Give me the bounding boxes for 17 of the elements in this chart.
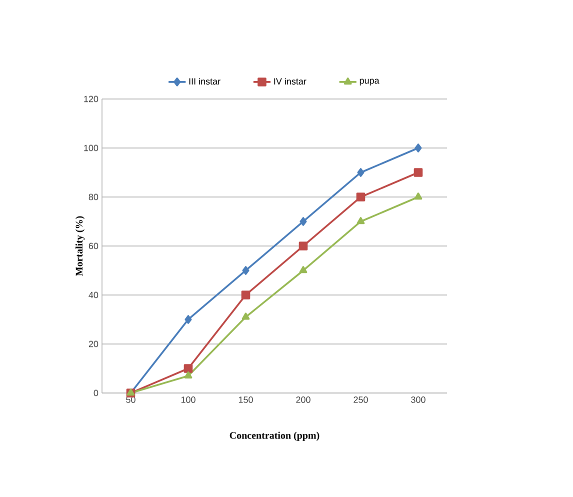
- y-tick-label: 40: [88, 292, 98, 298]
- y-tick-label: 80: [88, 194, 98, 200]
- y-axis-title: Mortality (%): [75, 216, 85, 276]
- y-tick-label: 0: [94, 390, 98, 396]
- x-tick-label: 200: [296, 396, 310, 403]
- x-tick-label: 150: [238, 396, 253, 403]
- legend-label: IV instar: [274, 78, 306, 85]
- x-axis-title: Concentration (ppm): [230, 432, 320, 441]
- y-tick-label: 20: [88, 340, 98, 348]
- y-tick-label: 60: [88, 242, 98, 250]
- x-tick-label: 250: [354, 396, 368, 403]
- y-tick-label: 120: [84, 96, 98, 102]
- x-tick-label: 100: [181, 396, 196, 403]
- legend-label: III instar: [189, 78, 220, 85]
- y-tick-label: 100: [84, 144, 98, 152]
- x-tick-label: 300: [411, 396, 426, 403]
- legend-label: pupa: [360, 78, 380, 86]
